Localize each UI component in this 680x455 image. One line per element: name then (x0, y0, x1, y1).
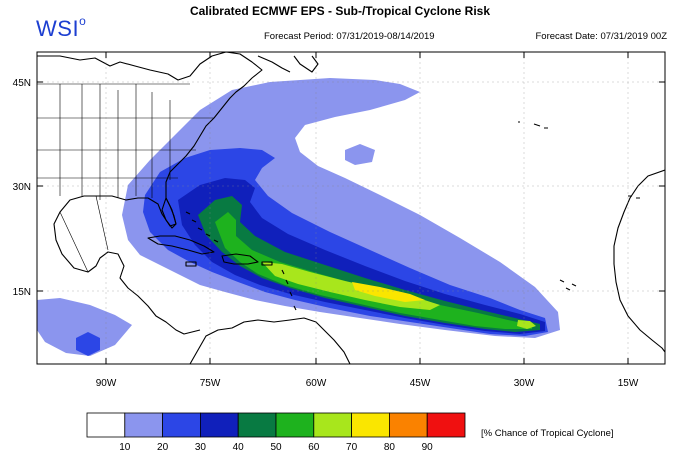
bahamas (185, 211, 219, 243)
coastlines (37, 52, 665, 364)
legend-swatch (388, 412, 428, 438)
lon-label-30w: 30W (514, 378, 535, 389)
legend-tick-labels: 10 20 30 40 50 60 70 80 90 (119, 442, 433, 453)
probability-shading (37, 78, 560, 356)
political-borders (37, 83, 214, 273)
legend-tick-label: 50 (270, 442, 282, 453)
map-title: Calibrated ECMWF EPS - Sub-/Tropical Cyc… (189, 4, 491, 18)
legend-swatch (86, 412, 126, 438)
florida (161, 197, 177, 229)
puerto-rico (261, 261, 273, 266)
legend-tick-label: 90 (422, 442, 434, 453)
map-frame (36, 51, 666, 365)
legend-swatch (237, 412, 277, 438)
forecast-period: Forecast Period: 07/31/2019-08/14/2019 (264, 31, 435, 42)
legend-tick-label: 60 (308, 442, 320, 453)
contour-20-30-east (76, 332, 100, 356)
contour-60-70-east (517, 320, 536, 329)
canary (628, 195, 640, 199)
lon-ticks (105, 52, 629, 364)
lat-label-30n: 30N (13, 182, 31, 193)
legend-tick-label: 10 (119, 442, 131, 453)
lon-label-90w: 90W (96, 378, 117, 389)
legend-tick-label: 40 (233, 442, 245, 453)
legend-tick-label: 30 (195, 442, 207, 453)
contour-70-80 (352, 282, 425, 302)
legend-swatch (426, 412, 466, 438)
azores (518, 121, 548, 129)
wsi-logo: WSIo (36, 14, 87, 41)
legend-swatch (351, 412, 390, 438)
hispaniola (221, 253, 259, 265)
atlantic-canada (257, 55, 319, 73)
legend-swatch (199, 412, 239, 438)
jamaica (185, 261, 197, 267)
lon-label-45w: 45W (410, 378, 431, 389)
contour-10-20-east (37, 298, 132, 356)
lon-label-15w: 15W (618, 378, 639, 389)
legend-colorbar (86, 412, 466, 438)
lon-label-75w: 75W (200, 378, 221, 389)
legend-tick-label: 20 (157, 442, 169, 453)
lon-label-60w: 60W (306, 378, 327, 389)
lesser-antilles (281, 269, 297, 311)
lat-ticks (37, 81, 665, 292)
legend-swatch (313, 412, 352, 438)
africa-coast (613, 169, 665, 353)
cape-verde (559, 279, 577, 291)
legend-tick-label: 70 (346, 442, 358, 453)
legend-swatch (162, 412, 201, 438)
legend-swatch (275, 412, 315, 438)
legend-label: [% Chance of Tropical Cyclone] (481, 428, 614, 439)
lat-label-45n: 45N (13, 78, 31, 89)
graticule (37, 52, 665, 364)
contour-10-20-blob (345, 144, 375, 165)
lat-label-15n: 15N (13, 287, 31, 298)
legend-swatch (124, 412, 164, 438)
legend-tick-label: 80 (384, 442, 396, 453)
cuba (147, 235, 215, 255)
forecast-date: Forecast Date: 07/31/2019 00Z (535, 31, 668, 42)
